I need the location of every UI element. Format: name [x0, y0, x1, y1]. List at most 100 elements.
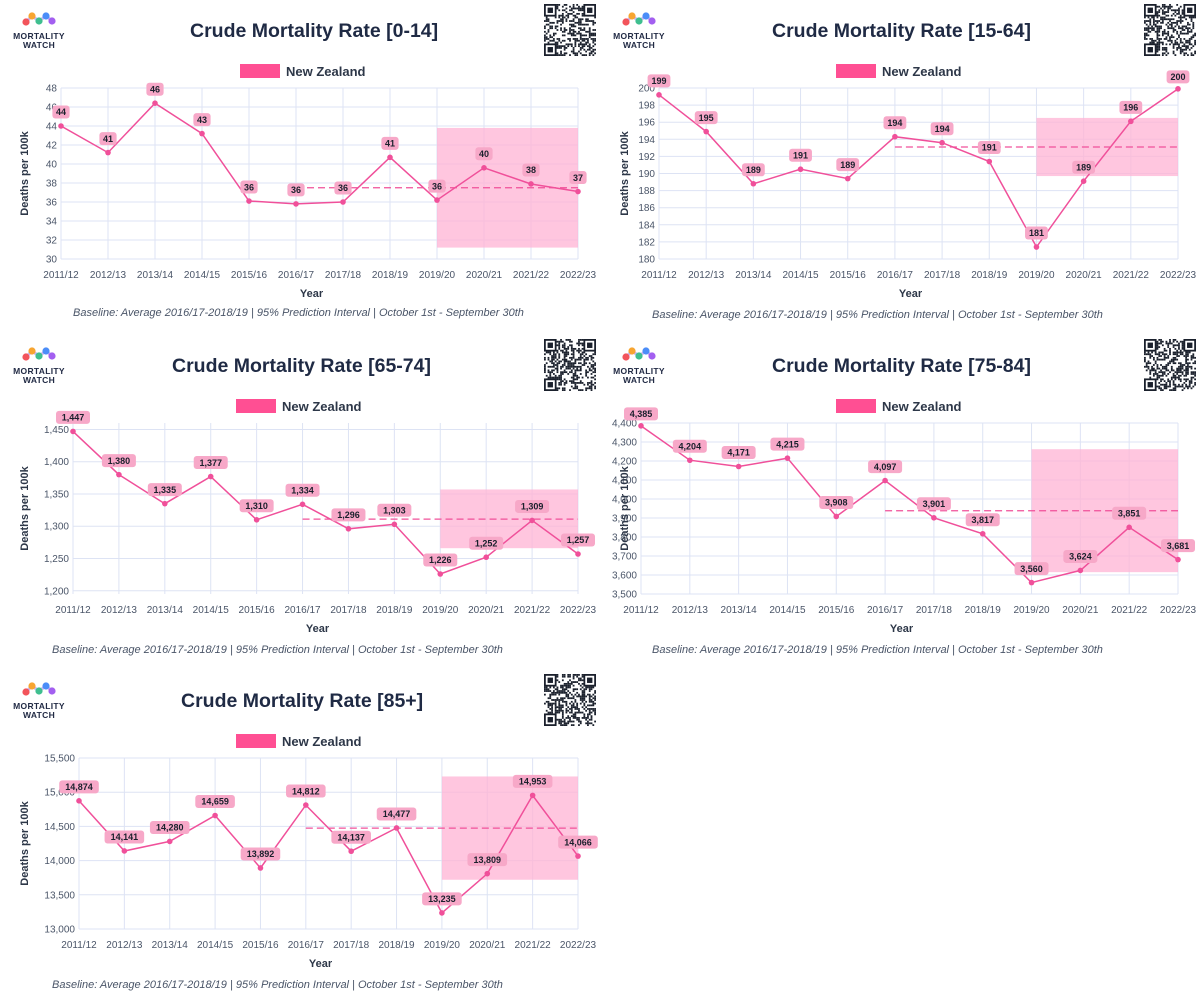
legend-swatch	[240, 64, 280, 78]
chart-panel-65-74: 1,200 1,250 1,300 1,350 1,400 1,450 2011/12 201…	[0, 335, 600, 670]
data-label-box	[789, 148, 812, 162]
legend: New Zealand	[240, 63, 365, 79]
logo-text-line1: MORTALITY	[13, 31, 65, 41]
y-tick-label: 1,400	[44, 457, 69, 468]
y-axis-title: Deaths per 100k	[19, 130, 31, 215]
data-point	[892, 133, 898, 140]
logo-text-line1: MORTALITY	[613, 31, 665, 41]
y-tick-label: 1,300	[44, 522, 69, 533]
chart-footnote: Baseline: Average 2016/17-2018/19 | 95% …	[652, 644, 1103, 656]
chart-panel-85-plus: 13,000 13,500 14,000 14,500 15,000 15,500 2011…	[0, 670, 600, 1005]
logo-text-line2: WATCH	[622, 375, 656, 385]
mortality-watch-logo: MORTALITY WATCH	[6, 8, 72, 54]
data-label-text: 14,477	[383, 809, 411, 819]
data-point	[348, 848, 354, 855]
data-point	[575, 188, 581, 195]
data-label: 43	[193, 113, 211, 127]
legend-label: New Zealand	[282, 398, 362, 414]
data-label-box	[56, 410, 90, 424]
data-label-text: 3,624	[1069, 552, 1092, 562]
data-point	[882, 477, 888, 484]
x-tick-label: 2019/20	[424, 940, 461, 951]
x-tick-label: 2017/18	[330, 605, 367, 616]
data-point	[70, 428, 76, 435]
logo-text-line1: MORTALITY	[613, 366, 665, 376]
x-tick-label: 2015/16	[818, 605, 855, 616]
x-tick-label: 2011/12	[43, 270, 79, 281]
data-label-box	[930, 122, 954, 136]
data-label-box	[99, 132, 117, 146]
data-label: 41	[99, 132, 117, 146]
x-tick-label: 2014/15	[782, 270, 819, 281]
data-label-text: 1,226	[429, 555, 452, 565]
y-tick-label: 38	[46, 179, 58, 190]
y-tick-label: 3,900	[612, 514, 637, 525]
x-tick-label: 2013/14	[137, 270, 174, 281]
y-tick-label: 13,000	[44, 925, 75, 936]
data-label: 1,334	[285, 483, 320, 497]
chart-title: Crude Mortality Rate [0-14]	[190, 20, 439, 42]
y-tick-label: 14,000	[44, 856, 75, 867]
data-point	[387, 154, 393, 161]
logo-text: MORTALITY WATCH	[6, 32, 72, 50]
x-tick-label: 2012/13	[106, 940, 143, 951]
data-label: 13,235	[422, 892, 462, 906]
x-axis-title: Year	[899, 288, 923, 300]
mortality-watch-logo: MORTALITY WATCH	[6, 678, 72, 724]
data-label-box	[1072, 160, 1096, 174]
chart-panel-15-64: 180 182 184 186 188 190 192 194 196 198 200 2011/12…	[600, 0, 1200, 335]
x-tick-label: 2016/17	[867, 605, 904, 616]
data-label: 14,280	[149, 820, 190, 834]
x-tick-label: 2017/18	[333, 940, 370, 951]
data-label-box	[59, 780, 99, 794]
x-tick-label: 2020/21	[468, 605, 505, 616]
data-point	[735, 463, 742, 470]
x-tick-label: 2012/13	[101, 605, 138, 616]
logo-text: MORTALITY WATCH	[606, 32, 672, 50]
data-point	[393, 825, 400, 831]
data-point	[199, 130, 205, 137]
x-tick-label: 2015/16	[242, 940, 279, 951]
logo-text-line2: WATCH	[22, 710, 56, 720]
data-label-text: 13,235	[428, 894, 456, 904]
data-label-box	[193, 456, 228, 470]
data-label: 194	[883, 116, 907, 130]
data-label: 200	[1166, 70, 1190, 84]
data-label-text: 3,901	[923, 499, 946, 509]
logo-text-line1: MORTALITY	[13, 701, 65, 711]
data-label-text: 195	[699, 113, 714, 123]
data-label-box	[381, 136, 399, 150]
data-label: 1,309	[515, 499, 550, 513]
data-label: 191	[789, 148, 812, 162]
y-tick-label: 200	[638, 84, 655, 95]
data-label: 4,204	[672, 439, 707, 453]
data-label: 189	[741, 163, 765, 177]
x-tick-label: 2019/20	[422, 605, 459, 616]
legend: New Zealand	[836, 398, 961, 414]
logo-mark-icon	[22, 682, 56, 696]
data-label-text: 1,335	[154, 485, 177, 495]
chart-title: Crude Mortality Rate [75-84]	[772, 355, 1031, 377]
x-tick-label: 2014/15	[193, 605, 230, 616]
data-label: 181	[1025, 226, 1048, 240]
data-label: 14,477	[376, 807, 417, 821]
data-label-box	[285, 483, 320, 497]
legend-swatch	[836, 399, 876, 413]
y-tick-label: 192	[638, 152, 655, 163]
logo-mark-icon	[622, 12, 656, 26]
data-point	[939, 139, 945, 146]
data-label-text: 189	[840, 160, 855, 170]
data-label-text: 181	[1029, 228, 1044, 238]
data-point	[575, 551, 581, 557]
data-label-box	[1014, 562, 1049, 576]
data-label-text: 1,309	[521, 502, 544, 512]
x-tick-label: 2018/19	[965, 605, 1002, 616]
data-label-text: 191	[982, 143, 997, 153]
chart-panel-0-14: 30 32 34 36 38 40 42 44 46 48 2011/12 2012/13 2013/1…	[0, 0, 600, 335]
x-tick-label: 2021/22	[513, 270, 550, 281]
data-label: 14,141	[104, 830, 145, 844]
data-label-box	[428, 179, 446, 193]
data-point	[166, 838, 173, 845]
data-label-text: 14,874	[65, 782, 93, 792]
data-point	[116, 471, 122, 478]
